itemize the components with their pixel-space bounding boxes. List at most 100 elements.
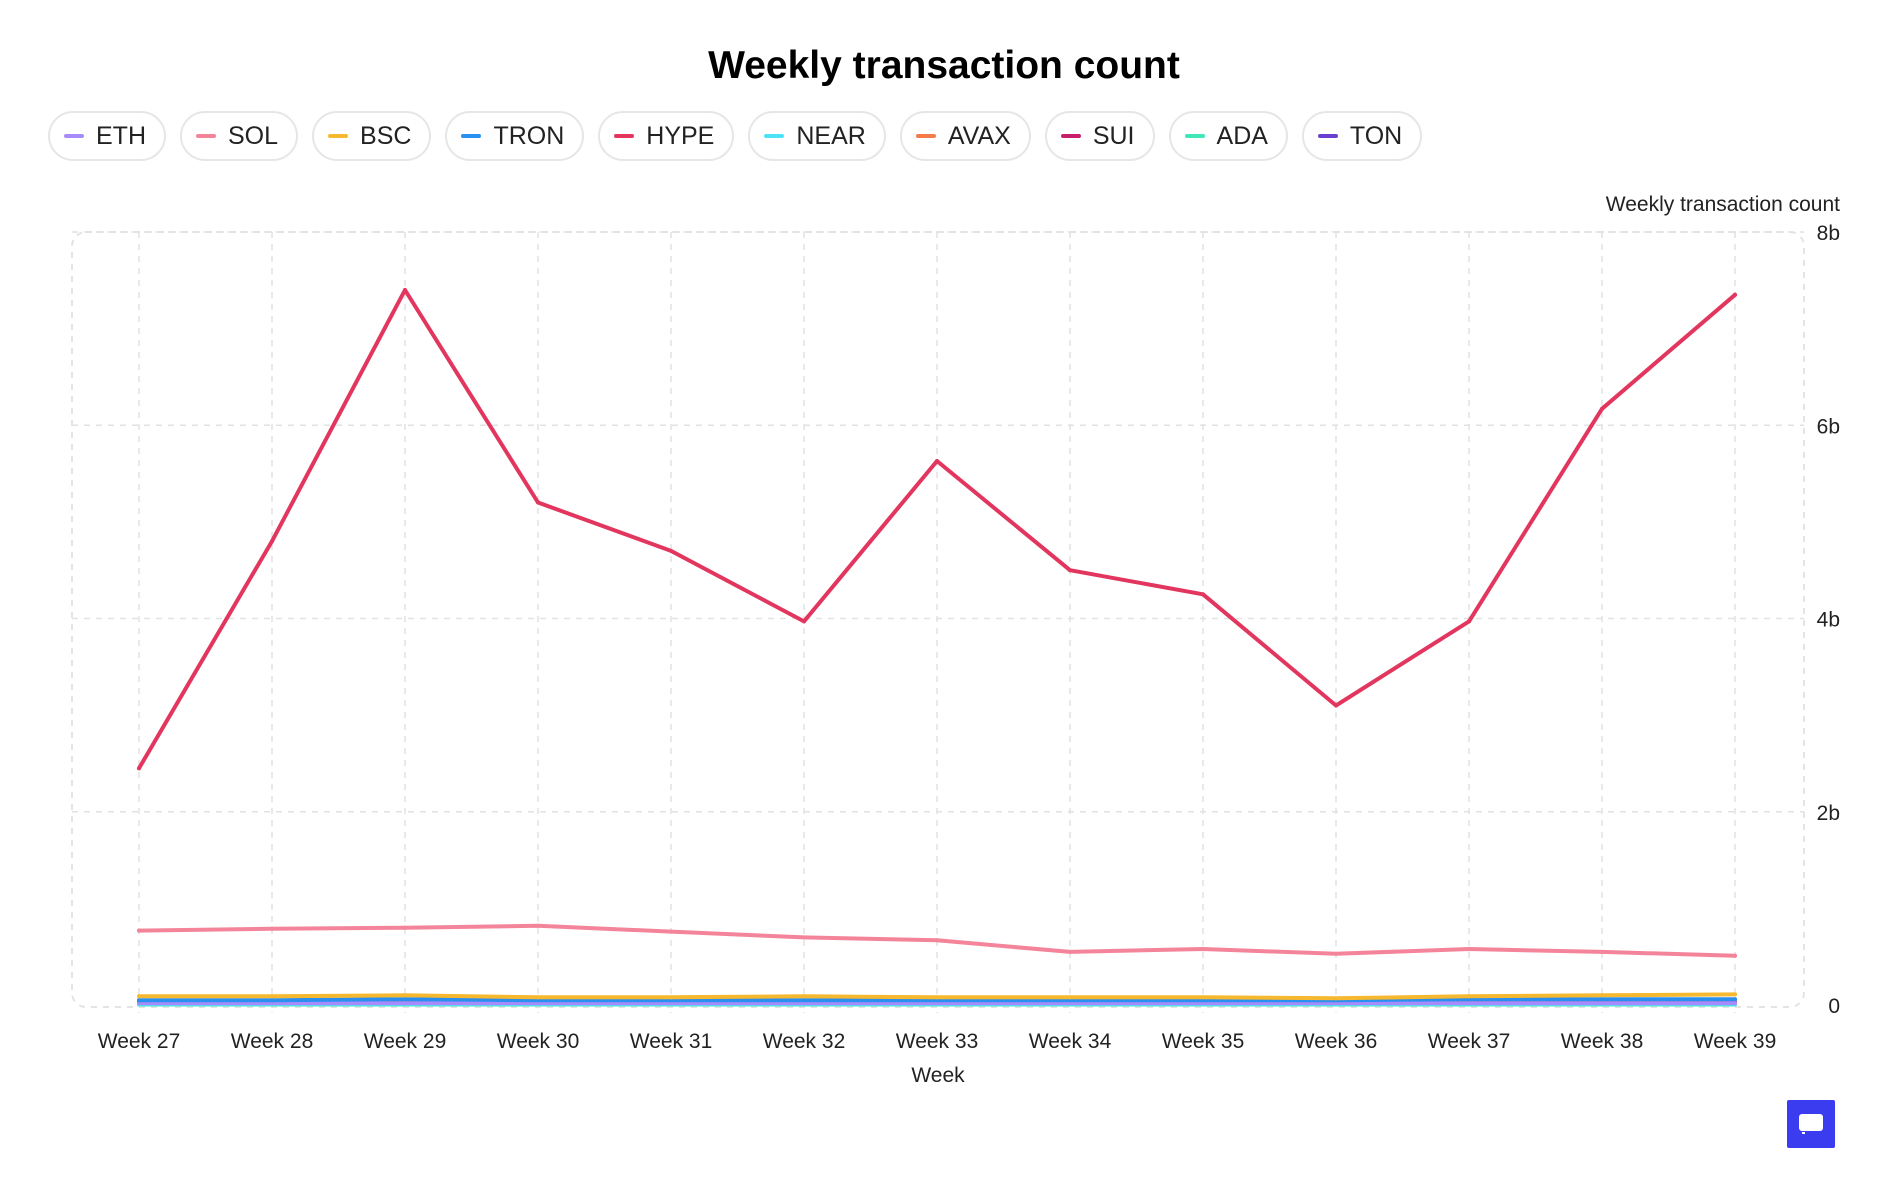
- data-point-sol[interactable]: [1733, 953, 1737, 958]
- data-point-hype[interactable]: [935, 459, 939, 464]
- legend-swatch-icon: [328, 134, 349, 138]
- data-point-sol[interactable]: [536, 923, 540, 928]
- legend-label: ETH: [96, 121, 146, 150]
- data-point-eth[interactable]: [403, 1001, 407, 1006]
- series-line-hype[interactable]: [137, 288, 1737, 771]
- legend-label: ADA: [1216, 121, 1268, 150]
- data-point-sol[interactable]: [270, 926, 274, 931]
- data-point-bsc[interactable]: [1600, 993, 1604, 998]
- series: [137, 287, 1737, 1007]
- legend-swatch-icon: [764, 134, 785, 138]
- grid: [72, 231, 1804, 1013]
- legend-item-near[interactable]: NEAR: [748, 111, 886, 161]
- data-point-hype[interactable]: [270, 539, 274, 544]
- x-tick-label: Week 36: [1295, 1030, 1378, 1053]
- legend-item-hype[interactable]: HYPE: [598, 111, 735, 161]
- data-point-sol[interactable]: [935, 938, 939, 943]
- data-point-sol[interactable]: [1201, 946, 1205, 951]
- legend-swatch-icon: [461, 134, 482, 138]
- data-point-sol[interactable]: [137, 928, 141, 933]
- legend-swatch-icon: [1317, 134, 1338, 138]
- data-point-bsc[interactable]: [1733, 992, 1737, 997]
- legend-swatch-icon: [1184, 134, 1205, 138]
- chart-title: Weekly transaction count: [708, 44, 1180, 87]
- data-point-hype[interactable]: [1733, 292, 1737, 297]
- data-point-hype[interactable]: [669, 548, 673, 553]
- legend-swatch-icon: [64, 134, 84, 138]
- legend-item-ada[interactable]: ADA: [1168, 111, 1288, 161]
- x-tick-label: Week 33: [896, 1030, 979, 1053]
- legend-item-bsc[interactable]: BSC: [312, 111, 432, 161]
- data-point-eth[interactable]: [1600, 1001, 1604, 1006]
- x-tick-label: Week 37: [1428, 1030, 1511, 1053]
- data-point-hype[interactable]: [137, 766, 141, 771]
- data-point-eth[interactable]: [1733, 1001, 1737, 1006]
- data-point-sol[interactable]: [1467, 946, 1471, 951]
- x-axis-title: Week: [911, 1064, 965, 1087]
- legend-item-sui[interactable]: SUI: [1044, 111, 1155, 161]
- axis-ticks: Week 27 Week 28 Week 29 Week 30 Week 31 Week …: [98, 222, 1840, 1053]
- legend-swatch-icon: [915, 134, 936, 138]
- data-point-bsc[interactable]: [1068, 995, 1072, 1000]
- data-point-tron[interactable]: [1600, 997, 1604, 1002]
- data-point-sol[interactable]: [802, 935, 806, 940]
- data-point-hype[interactable]: [1201, 592, 1205, 597]
- y-tick-label: 4b: [1817, 609, 1840, 632]
- legend-item-avax[interactable]: AVAX: [899, 111, 1031, 161]
- data-point-tron[interactable]: [802, 998, 806, 1003]
- x-tick-label: Week 39: [1694, 1030, 1777, 1053]
- legend-swatch-icon: [196, 134, 216, 138]
- data-point-bsc[interactable]: [137, 994, 141, 999]
- legend-label: TRON: [493, 121, 565, 150]
- legend-item-eth[interactable]: ETH: [48, 111, 166, 161]
- x-tick-label: Week 32: [763, 1030, 846, 1053]
- data-point-eth[interactable]: [1467, 1001, 1471, 1006]
- data-point-tron[interactable]: [270, 998, 274, 1003]
- legend-item-sol[interactable]: SOL: [180, 111, 299, 161]
- data-point-sol[interactable]: [1334, 951, 1338, 956]
- chat-icon: [1799, 1114, 1823, 1134]
- data-point-hype[interactable]: [1334, 703, 1338, 708]
- x-tick-label: Week 38: [1561, 1030, 1644, 1053]
- legend-item-tron[interactable]: TRON: [445, 111, 585, 161]
- data-point-tron[interactable]: [403, 997, 407, 1002]
- y-tick-label: 6b: [1817, 415, 1840, 438]
- data-point-bsc[interactable]: [1467, 994, 1471, 999]
- y-tick-label: 8b: [1817, 222, 1840, 245]
- legend-label: SUI: [1092, 121, 1135, 150]
- data-point-hype[interactable]: [1600, 406, 1604, 411]
- data-point-hype[interactable]: [1467, 619, 1471, 624]
- data-point-bsc[interactable]: [802, 994, 806, 999]
- legend-swatch-icon: [614, 134, 635, 138]
- y-axis-title: Weekly transaction count: [1606, 193, 1840, 216]
- data-point-bsc[interactable]: [1201, 995, 1205, 1000]
- x-tick-label: Week 34: [1029, 1030, 1112, 1053]
- data-point-hype[interactable]: [403, 287, 407, 292]
- legend-item-ton[interactable]: TON: [1301, 111, 1423, 161]
- data-point-hype[interactable]: [802, 619, 806, 624]
- x-tick-label: Week 35: [1162, 1030, 1245, 1053]
- data-point-bsc[interactable]: [935, 995, 939, 1000]
- legend-label: BSC: [360, 121, 412, 150]
- legend-label: AVAX: [947, 121, 1011, 150]
- data-point-sol[interactable]: [1600, 949, 1604, 954]
- data-point-bsc[interactable]: [270, 994, 274, 999]
- data-point-hype[interactable]: [536, 500, 540, 505]
- data-point-hype[interactable]: [1068, 568, 1072, 573]
- legend-label: TON: [1349, 121, 1403, 150]
- data-point-bsc[interactable]: [669, 995, 673, 1000]
- data-point-sol[interactable]: [1068, 949, 1072, 954]
- data-point-tron[interactable]: [1733, 997, 1737, 1002]
- x-tick-label: Week 27: [98, 1030, 181, 1053]
- legend-label: SOL: [228, 121, 279, 150]
- y-tick-label: 0: [1828, 995, 1840, 1018]
- legend-label: NEAR: [796, 121, 866, 150]
- data-point-sol[interactable]: [669, 929, 673, 934]
- chat-button[interactable]: [1787, 1100, 1835, 1148]
- data-point-sol[interactable]: [403, 925, 407, 930]
- data-point-bsc[interactable]: [536, 995, 540, 1000]
- data-point-bsc[interactable]: [1334, 996, 1338, 1001]
- data-point-tron[interactable]: [137, 998, 141, 1003]
- data-point-bsc[interactable]: [403, 993, 407, 998]
